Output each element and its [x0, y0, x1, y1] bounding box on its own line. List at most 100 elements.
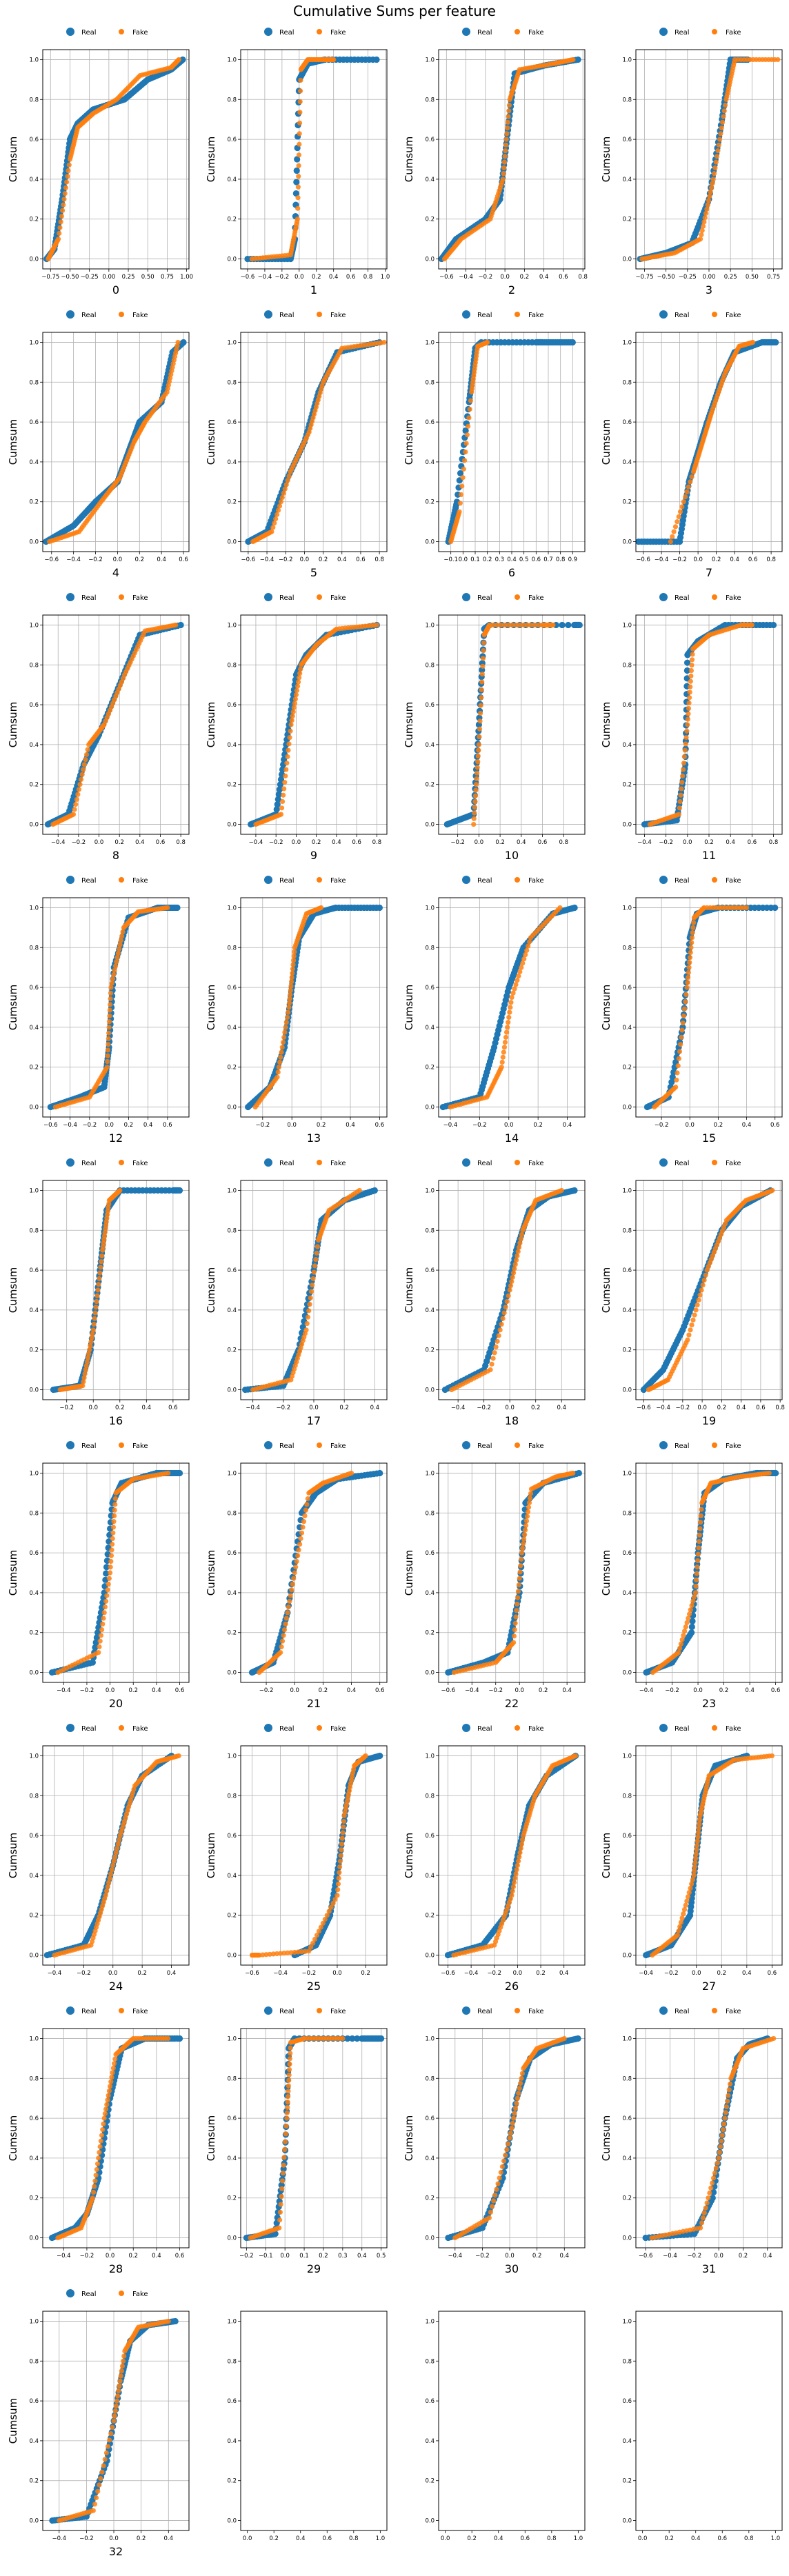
- fake-point: [312, 1263, 318, 1269]
- x-tick-label: −0.2: [477, 1405, 491, 1411]
- real-point: [176, 1469, 183, 1477]
- x-tick-label: 0.4: [347, 1687, 357, 1694]
- fake-point: [521, 956, 527, 962]
- fake-point: [99, 1253, 105, 1259]
- x-tick-label: −0.25: [679, 274, 697, 281]
- fake-point: [165, 905, 170, 911]
- x-tick-label: −0.75: [41, 274, 59, 281]
- fake-point: [92, 1316, 97, 1321]
- fake-point: [707, 194, 712, 199]
- fake-point: [98, 1633, 103, 1638]
- plot-frame: [635, 332, 783, 552]
- fake-point: [512, 1266, 517, 1271]
- y-tick-label: 1.0: [622, 1187, 632, 1194]
- fake-point: [110, 1525, 116, 1530]
- fake-point: [283, 1621, 288, 1627]
- fake-point: [477, 726, 483, 732]
- fake-point: [291, 958, 297, 963]
- fake-point: [719, 119, 726, 125]
- real-point: [274, 801, 281, 808]
- fake-point: [683, 494, 688, 500]
- fake-point: [705, 202, 710, 208]
- fake-point: [284, 1014, 290, 1020]
- y-tick-label: 0.6: [227, 702, 237, 709]
- y-tick-label: 1.0: [622, 905, 632, 912]
- fake-point: [288, 722, 294, 727]
- plot-frame: [438, 332, 586, 552]
- fake-point: [680, 1020, 686, 1026]
- x-tick-label: 0.0: [683, 839, 692, 846]
- fake-point: [304, 1502, 310, 1507]
- legend-fake-marker: [515, 29, 520, 34]
- x-tick-label: −0.4: [637, 839, 652, 846]
- fake-point: [508, 1000, 514, 1005]
- fake-point: [274, 1074, 280, 1080]
- y-tick-label: 1.0: [227, 905, 237, 912]
- fake-point: [75, 792, 81, 797]
- fake-point: [518, 1563, 523, 1569]
- y-tick-label: 0.0: [29, 822, 39, 829]
- fake-point: [536, 622, 541, 628]
- x-tick-label: 0.4: [337, 556, 347, 563]
- x-tick-label: −0.4: [57, 1687, 71, 1694]
- fake-point: [288, 1593, 293, 1598]
- fake-point: [291, 705, 297, 710]
- x-tick-label: 0.8: [559, 839, 569, 846]
- fake-point: [679, 786, 684, 792]
- y-tick-label: 0.6: [29, 419, 39, 426]
- fake-point: [721, 114, 726, 119]
- legend-fake-label: Fake: [528, 312, 544, 319]
- fake-point: [97, 1270, 103, 1276]
- fake-point: [108, 1564, 113, 1570]
- y-tick-label: 0.0: [425, 1387, 435, 1394]
- fake-point: [288, 987, 293, 993]
- y-axis-label: Cumsum: [403, 1267, 415, 1314]
- x-axis-label: 3: [706, 283, 712, 296]
- fake-point: [686, 1332, 692, 1338]
- fake-point: [510, 1640, 517, 1645]
- fake-point: [278, 812, 284, 817]
- x-tick-label: 0.4: [370, 1405, 380, 1411]
- plot-area: [636, 332, 782, 552]
- fake-point: [297, 110, 303, 115]
- x-tick-label: 0.0: [475, 839, 484, 846]
- fake-point: [719, 125, 724, 131]
- fake-point: [303, 1507, 308, 1513]
- x-tick-label: −0.2: [450, 839, 465, 846]
- fake-point: [681, 499, 686, 505]
- x-tick-label: −0.2: [275, 274, 290, 281]
- legend-fake-marker: [712, 312, 717, 317]
- y-tick-label: 0.6: [227, 1267, 237, 1274]
- fake-point: [716, 142, 721, 148]
- legend-real-label: Real: [477, 877, 492, 885]
- x-tick-label: 0.2: [124, 1122, 134, 1129]
- x-tick-label: −0.25: [81, 274, 99, 281]
- real-point: [569, 339, 576, 346]
- x-axis-label: 14: [505, 1131, 519, 1145]
- x-tick-label: −0.2: [659, 839, 673, 846]
- y-tick-label: 0.4: [622, 1307, 632, 1314]
- fake-point: [503, 137, 509, 142]
- fake-point: [115, 950, 121, 956]
- x-tick-label: −0.2: [279, 556, 293, 563]
- y-tick-label: 0.6: [227, 419, 237, 426]
- x-tick-label: 0.0: [504, 1122, 514, 1129]
- fake-point: [521, 622, 526, 628]
- fake-point: [688, 673, 694, 678]
- fake-point: [114, 959, 119, 965]
- fake-point: [517, 1240, 523, 1246]
- fake-point: [481, 648, 486, 654]
- x-tick-label: −0.2: [80, 1687, 94, 1694]
- legend-real-label: Real: [279, 877, 294, 885]
- y-tick-label: 1.0: [227, 622, 237, 629]
- legend-fake-label: Fake: [726, 312, 741, 319]
- fake-point: [281, 1633, 286, 1638]
- fake-point: [687, 955, 693, 960]
- legend-real-label: Real: [477, 312, 492, 319]
- fake-point: [479, 679, 485, 685]
- fake-point: [513, 622, 519, 628]
- y-tick-label: 1.0: [29, 905, 39, 912]
- fake-point: [297, 671, 303, 676]
- fake-point: [107, 1013, 112, 1018]
- x-tick-label: 0.8: [766, 556, 776, 563]
